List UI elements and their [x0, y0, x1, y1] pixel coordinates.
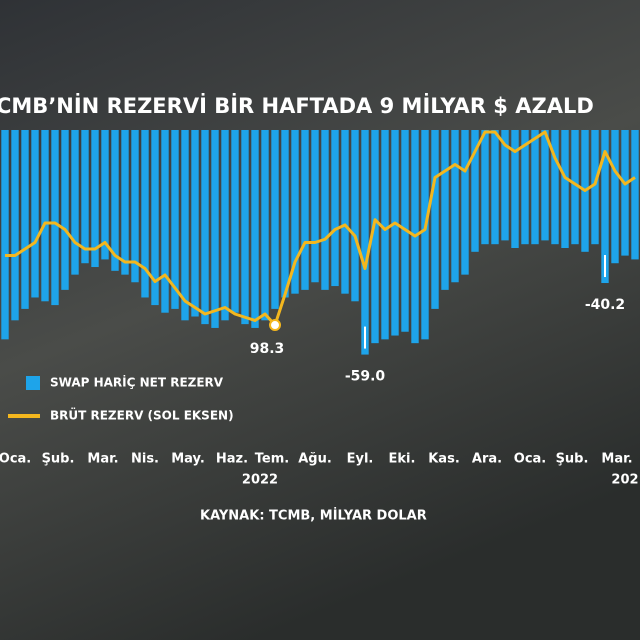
bar — [261, 130, 269, 321]
chart-title: CMB’NİN REZERVİ BİR HAFTADA 9 MİLYAR $ A… — [0, 93, 594, 118]
bar — [161, 130, 169, 313]
bar — [31, 130, 39, 298]
data-label: -40.2 — [585, 297, 625, 313]
bar — [61, 130, 69, 290]
x-tick-label: Nis. — [131, 452, 159, 467]
x-tick-label: Tem. — [255, 452, 289, 467]
bar — [311, 130, 319, 283]
x-tick-label: Mar. — [87, 452, 118, 467]
x-tick-label: Eyl. — [347, 452, 374, 467]
year-label: 2022 — [242, 473, 278, 488]
bar — [421, 130, 429, 340]
line — [5, 130, 636, 327]
bar — [71, 130, 79, 275]
bar — [281, 130, 289, 298]
bar — [611, 130, 619, 264]
bar — [21, 130, 29, 309]
plot-area: -59.0 -40.2 98.3 Oca. Şub. Mar. Nis. May. Haz. Te… — [0, 130, 639, 488]
bar — [531, 130, 539, 245]
bar — [391, 130, 399, 336]
bar — [101, 130, 109, 260]
x-tick-label: Kas. — [428, 452, 460, 467]
legend-swatch — [26, 376, 40, 390]
bar — [381, 130, 389, 340]
source-note: KAYNAK: TCMB, MİLYAR DOLAR — [200, 508, 427, 524]
bar — [591, 130, 599, 245]
x-tick-label: Oca. — [0, 452, 31, 467]
bar — [331, 130, 339, 287]
bar — [351, 130, 359, 302]
bar — [551, 130, 559, 245]
bar — [431, 130, 439, 309]
bar — [521, 130, 529, 245]
bar — [251, 130, 259, 328]
data-label: -59.0 — [345, 369, 386, 385]
bar — [121, 130, 129, 275]
bar — [171, 130, 179, 309]
bar — [1, 130, 9, 340]
bar — [231, 130, 239, 313]
x-tick-label: Ağu. — [298, 452, 332, 467]
bar — [191, 130, 199, 317]
x-tick-label: Şub. — [42, 452, 75, 467]
bar — [51, 130, 59, 306]
bar — [471, 130, 479, 252]
bar — [141, 130, 149, 298]
bar — [201, 130, 209, 325]
bar — [541, 130, 549, 241]
bar — [151, 130, 159, 306]
bar — [301, 130, 309, 290]
bar — [631, 130, 639, 260]
bar — [371, 130, 379, 344]
bar — [481, 130, 489, 245]
bar — [511, 130, 519, 248]
bar — [341, 130, 349, 294]
bar — [501, 130, 509, 241]
bar — [111, 130, 119, 271]
bar — [491, 130, 499, 245]
x-tick-label: Haz. — [216, 452, 248, 467]
x-tick-label: May. — [171, 452, 205, 467]
bar — [91, 130, 99, 268]
point-marker — [269, 319, 281, 332]
bar — [461, 130, 469, 275]
bar — [11, 130, 19, 321]
bar — [441, 130, 449, 290]
bar — [291, 130, 299, 294]
bar — [241, 130, 249, 325]
x-tick-label: Oca. — [514, 452, 546, 467]
bar — [211, 130, 219, 328]
bar — [271, 130, 279, 309]
legend-label: SWAP HARİÇ NET REZERV — [50, 375, 224, 390]
bar — [451, 130, 459, 283]
bar — [81, 130, 89, 264]
legend-label: BRÜT REZERV (SOL EKSEN) — [50, 408, 234, 423]
data-label: 98.3 — [250, 341, 285, 357]
x-tick-label: Eki. — [389, 452, 416, 467]
bar — [561, 130, 569, 248]
bar — [361, 130, 369, 355]
bar — [181, 130, 189, 321]
bar — [41, 130, 49, 302]
x-tick-label: Ara. — [472, 452, 502, 467]
bar — [621, 130, 629, 256]
bar — [321, 130, 329, 290]
bar — [601, 130, 609, 284]
bar — [131, 130, 139, 283]
x-tick-label: Mar. — [601, 452, 632, 467]
bar — [221, 130, 229, 321]
x-tick-label: Şub. — [556, 452, 589, 467]
bar — [571, 130, 579, 245]
year-label: 202 — [611, 473, 638, 488]
